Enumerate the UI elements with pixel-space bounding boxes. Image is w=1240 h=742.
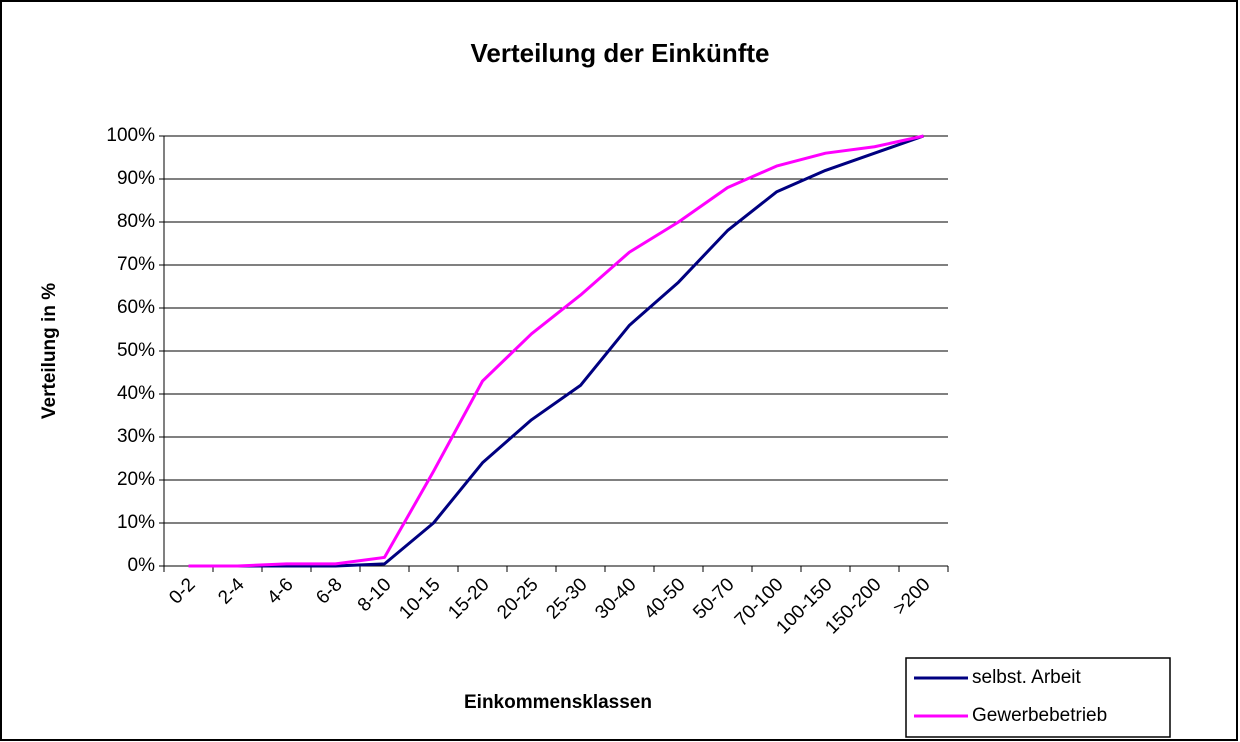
- y-axis-label: Verteilung in %: [39, 283, 60, 419]
- legend-label: Gewerbebetrieb: [972, 705, 1107, 726]
- chart-title: Verteilung der Einkünfte: [470, 38, 769, 68]
- y-tick-label: 80%: [117, 211, 155, 232]
- y-tick-label: 60%: [117, 297, 155, 318]
- x-axis-label: Einkommensklassen: [464, 692, 652, 713]
- y-tick-label: 10%: [117, 512, 155, 533]
- legend-label: selbst. Arbeit: [972, 667, 1081, 688]
- y-tick-label: 70%: [117, 254, 155, 275]
- y-tick-label: 0%: [128, 555, 156, 576]
- line-series: [188, 134, 924, 568]
- line-series: [188, 134, 924, 568]
- y-tick-label: 100%: [106, 125, 155, 146]
- y-tick-label: 20%: [117, 469, 155, 490]
- y-tick-label: 30%: [117, 426, 155, 447]
- y-tick-label: 50%: [117, 340, 155, 361]
- y-tick-label: 90%: [117, 168, 155, 189]
- legend-box: [905, 657, 1171, 738]
- y-tick-label: 40%: [117, 383, 155, 404]
